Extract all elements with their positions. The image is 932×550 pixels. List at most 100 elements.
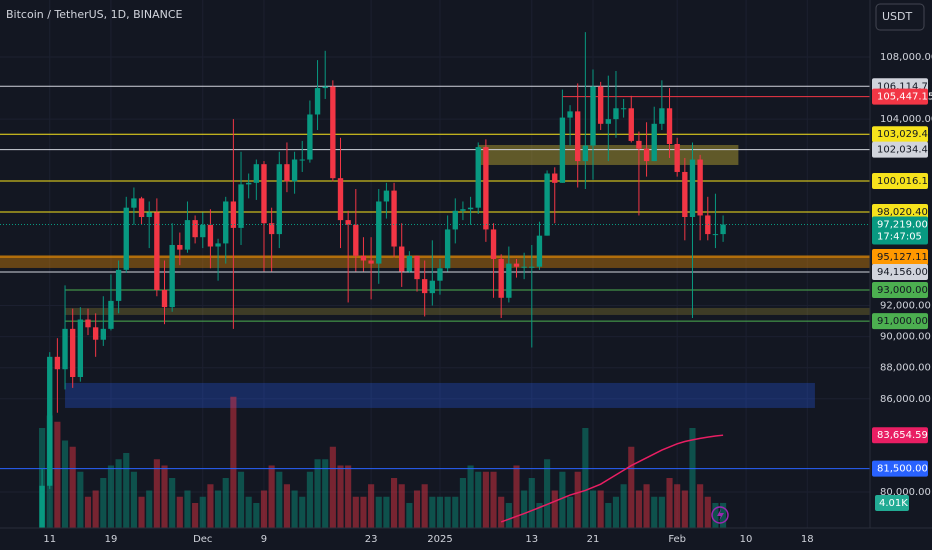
level-label: 100,016.12 (877, 176, 932, 187)
candle-body (299, 159, 305, 161)
volume-bar (337, 465, 344, 528)
volume-bar (559, 471, 566, 528)
level-label-box (872, 460, 928, 477)
candle-body (268, 223, 275, 235)
candle-body (138, 198, 145, 218)
alert-icon (717, 509, 724, 521)
candle-body (643, 148, 650, 162)
volume-bar (605, 503, 612, 528)
candle-body (207, 224, 214, 247)
volume-bar (260, 490, 268, 528)
chart-title: Bitcoin / TetherUS, 1D, BINANCE (6, 8, 183, 21)
volume-bar (383, 496, 390, 528)
volume-bar (283, 484, 290, 528)
volume-bar (413, 490, 421, 528)
candle-body (467, 207, 474, 210)
candle-body (628, 108, 634, 141)
candle-body (100, 328, 106, 340)
volume-bar (169, 478, 176, 528)
candle-body (62, 328, 68, 370)
candle-body (429, 280, 435, 294)
volume-bar (77, 471, 84, 528)
candle-body (383, 190, 390, 202)
candle-body (414, 255, 420, 280)
candle-body (192, 220, 198, 238)
ma-line (500, 434, 724, 523)
volume-bar (345, 465, 352, 528)
level-label: 95,127.11 (877, 252, 928, 263)
ma-label: 83,654.59 (877, 430, 928, 441)
candle-body (697, 159, 703, 216)
volume-bar (199, 496, 206, 528)
volume-bar (536, 503, 543, 528)
volume-bar (475, 471, 482, 528)
x-tick-label: Feb (668, 534, 686, 545)
currency-label[interactable]: USDT (882, 10, 913, 23)
volume-bar (107, 465, 115, 528)
candle-body (597, 86, 604, 124)
level-label-box (872, 313, 928, 330)
volume-bar (192, 503, 199, 528)
volume-bar (215, 490, 222, 528)
candle-body (123, 207, 129, 270)
y-tick-label: 86,000.00 (880, 394, 931, 405)
volume-bar (528, 478, 535, 528)
x-tick-label: 10 (740, 534, 753, 545)
candle-body (238, 184, 244, 228)
volume-bar (635, 490, 642, 528)
candle-body (177, 244, 183, 250)
volume-bar (176, 496, 183, 528)
candle-body (276, 164, 282, 235)
candle-body (659, 108, 665, 124)
candle-body (70, 328, 76, 378)
volume-bar (230, 396, 237, 528)
level-label-box (872, 204, 928, 221)
y-tick-label: 108,000.00 (880, 52, 932, 63)
volume-bar (666, 478, 673, 528)
volume-label: 4.01K (879, 498, 908, 509)
volume-bar (322, 459, 329, 528)
x-tick-label: 19 (105, 534, 118, 545)
candle-body (92, 327, 99, 340)
level-label: 98,020.40 (877, 207, 928, 218)
volume-bar (566, 496, 574, 528)
candle-body (353, 224, 359, 256)
candle-body (169, 244, 175, 308)
volume-bar (54, 421, 61, 528)
volume-bar (452, 496, 459, 528)
candle-body (651, 123, 657, 162)
zone (65, 382, 815, 408)
volume-bar (291, 490, 298, 528)
candle-body (513, 263, 520, 267)
volume-bar (360, 496, 367, 528)
currency-button[interactable] (875, 3, 925, 31)
candle-body (559, 117, 566, 183)
volume-bar (551, 490, 558, 528)
candle-body (521, 266, 527, 268)
volume-bar (490, 471, 497, 528)
volume-bar (658, 496, 665, 528)
candle-body (200, 224, 206, 238)
level-label-box (872, 264, 928, 281)
volume-bar (544, 459, 551, 528)
volume-bar (651, 496, 658, 528)
candle-body (475, 147, 481, 208)
candle-body (284, 164, 290, 182)
volume-bar (222, 478, 229, 528)
x-tick-label: 13 (525, 534, 538, 545)
volume-bar (429, 496, 436, 528)
volume-bar (674, 484, 681, 528)
candle-body (682, 171, 688, 218)
volume-bar (130, 471, 137, 528)
candle-body (712, 234, 719, 236)
candle-body (223, 201, 229, 244)
alert-icon[interactable] (711, 506, 729, 524)
volume-bar (69, 446, 76, 528)
volume-bar (314, 459, 321, 528)
volume-bar (467, 465, 474, 528)
candle-body (54, 356, 61, 370)
candle-body (330, 86, 336, 179)
level-label-box (872, 88, 928, 105)
candle-body (391, 190, 397, 247)
